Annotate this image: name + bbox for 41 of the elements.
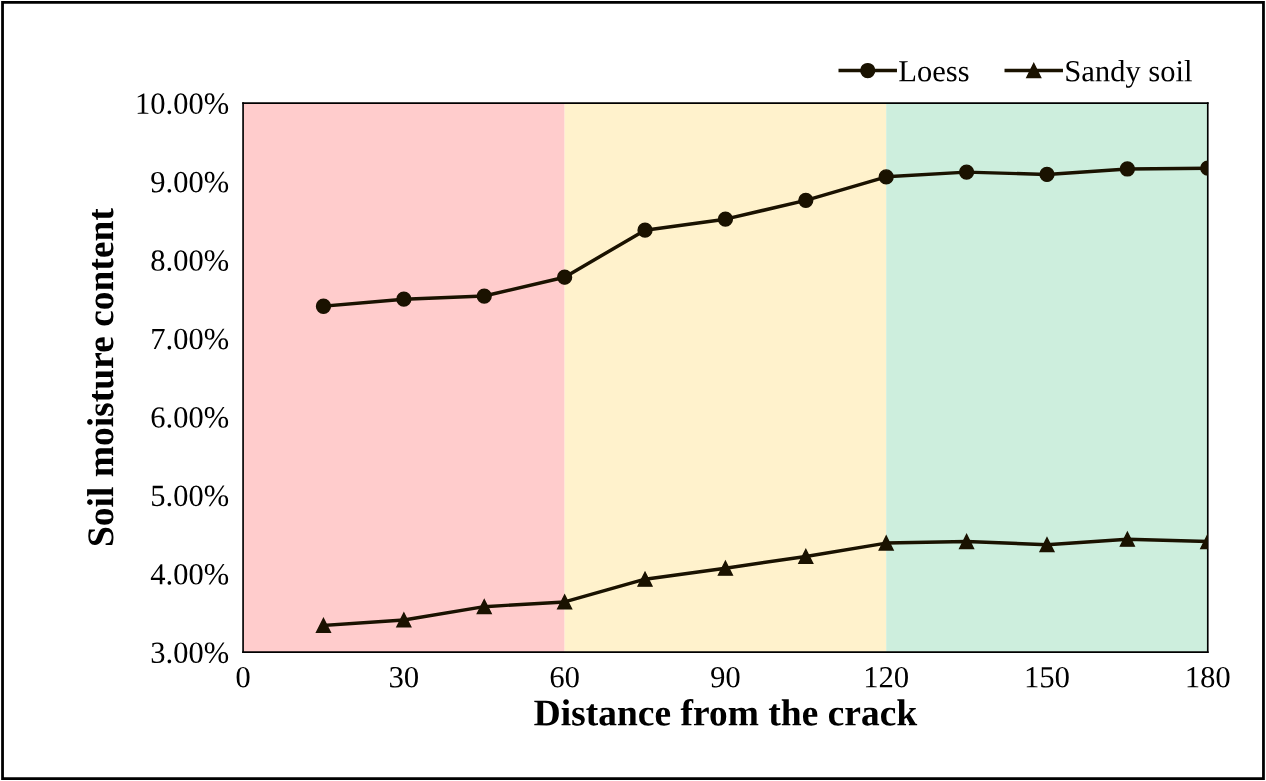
point xyxy=(1119,161,1136,177)
point xyxy=(878,169,894,185)
point xyxy=(1039,537,1055,553)
legend-label: Loess xyxy=(899,61,969,82)
point xyxy=(556,269,573,285)
point xyxy=(1119,531,1136,547)
point xyxy=(717,211,734,227)
point xyxy=(958,533,975,550)
point xyxy=(396,291,412,307)
point xyxy=(878,535,894,551)
point xyxy=(396,612,412,628)
y-tick-label: 9.00% xyxy=(151,171,229,193)
point xyxy=(556,594,573,610)
x-tick-label: 60 xyxy=(550,666,579,688)
y-axis-title: Soil moisture content xyxy=(87,208,114,546)
point xyxy=(1039,166,1055,183)
y-tick-label: 5.00% xyxy=(152,485,229,507)
point xyxy=(315,298,332,314)
point xyxy=(637,222,653,238)
y-tick-label: 8.00% xyxy=(151,250,229,271)
x-tick-label: 150 xyxy=(1026,666,1069,688)
point xyxy=(315,617,332,634)
y-tick-label: 10.00% xyxy=(137,93,229,115)
y-tick-label: 6.00% xyxy=(151,407,229,428)
point xyxy=(476,288,492,304)
point xyxy=(637,571,653,587)
y-tick-label: 7.00% xyxy=(152,328,229,350)
x-tick-label: 90 xyxy=(711,666,740,688)
x-tick-label: 120 xyxy=(865,666,908,688)
point xyxy=(717,560,734,576)
point xyxy=(798,192,814,208)
x-tick-label: 0 xyxy=(236,666,250,688)
point xyxy=(798,548,814,565)
legend-label: Sandy soil xyxy=(1066,60,1192,88)
x-tick-label: 180 xyxy=(1187,666,1230,688)
x-axis-title: Distance from the crack xyxy=(534,698,918,726)
point xyxy=(476,599,492,615)
x-tick-label: 30 xyxy=(390,666,418,688)
y-tick-label: 3.00% xyxy=(151,642,229,664)
point xyxy=(958,164,975,180)
y-tick-label: 4.00% xyxy=(150,563,229,585)
